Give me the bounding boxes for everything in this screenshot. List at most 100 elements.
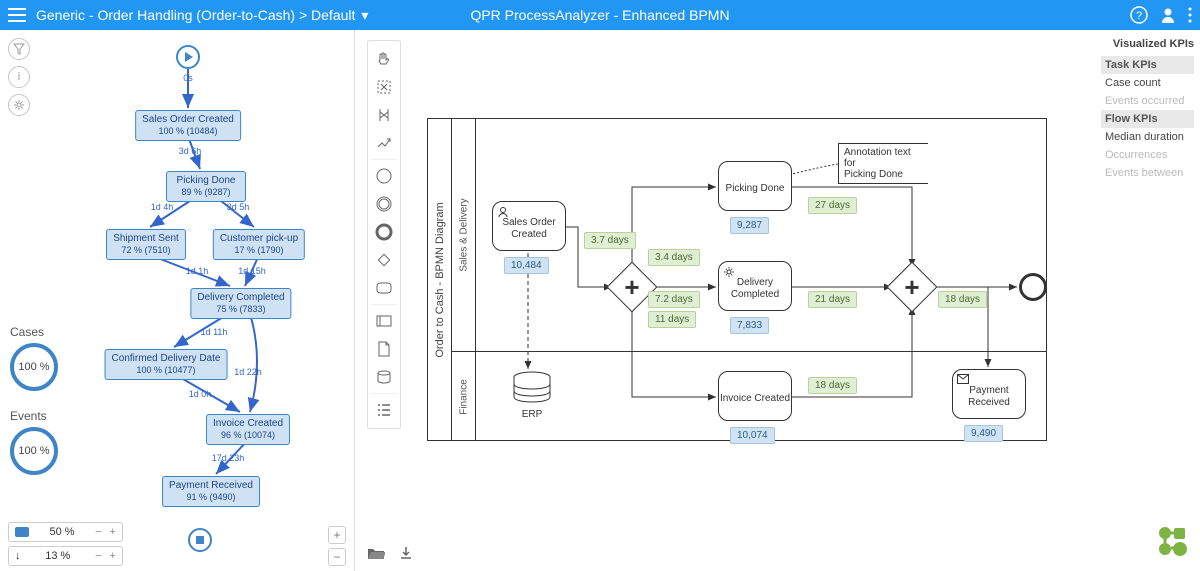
activity-del[interactable]: Delivery Completed75 % (7833) — [190, 288, 291, 319]
decrease-icon[interactable]: − — [95, 550, 101, 562]
flow-duration-badge: 7.2 days — [648, 291, 700, 308]
pool-icon[interactable] — [370, 307, 398, 335]
svg-text:?: ? — [1136, 10, 1142, 22]
task-label: Sales OrderCreated — [502, 217, 555, 241]
kpi-item[interactable]: Median duration — [1101, 128, 1194, 146]
flow-duration-badge: 3.7 days — [584, 232, 636, 249]
decrease-icon[interactable]: − — [95, 526, 101, 538]
activity-stat: 72 % (7510) — [113, 245, 179, 256]
activity-inv[interactable]: Invoice Created96 % (10074) — [206, 414, 290, 445]
kpi-section-header: Task KPIs — [1101, 56, 1194, 74]
user-icon[interactable] — [1160, 7, 1176, 23]
increase-icon[interactable]: + — [110, 526, 116, 538]
task-label: Invoice Created — [720, 393, 790, 405]
breadcrumb[interactable]: Generic - Order Handling (Order-to-Cash)… — [36, 7, 355, 23]
cases-gauge[interactable]: 100 % — [10, 343, 58, 391]
activity-label: Sales Order Created — [142, 114, 234, 126]
mail-icon — [957, 374, 969, 388]
activity-stat: 75 % (7833) — [197, 304, 284, 315]
activity-stat: 91 % (9490) — [169, 492, 253, 503]
hand-icon[interactable] — [370, 45, 398, 73]
menu-icon[interactable] — [8, 8, 26, 22]
bpmn-pane: Order to Cash - BPMN Diagram Sales & Del… — [355, 30, 1095, 571]
end-event[interactable] — [1019, 273, 1047, 301]
activity-cdd[interactable]: Confirmed Delivery Date100 % (10477) — [105, 349, 228, 380]
task-inv[interactable]: Invoice Created — [718, 371, 792, 421]
activity-stat: 100 % (10484) — [142, 126, 234, 137]
database-icon[interactable] — [370, 363, 398, 391]
lane-title: Sales & Delivery — [459, 198, 470, 271]
activity-stat: 96 % (10074) — [213, 430, 283, 441]
kpi-panel-title: Visualized KPIs — [1101, 38, 1194, 50]
task-label: PaymentReceived — [968, 385, 1010, 409]
arrow-down-icon: ↓ — [15, 550, 21, 562]
event-bold-icon[interactable] — [370, 218, 398, 246]
kpi-item[interactable]: Events occurred — [1101, 92, 1194, 110]
zoom-out-button[interactable]: − — [328, 548, 346, 566]
events-gauge[interactable]: 100 % — [10, 427, 58, 475]
duration-label: 0s — [183, 73, 193, 83]
activity-soc[interactable]: Sales Order Created100 % (10484) — [135, 110, 241, 141]
activity-pay[interactable]: Payment Received91 % (9490) — [162, 476, 260, 507]
end-event[interactable] — [188, 528, 212, 552]
start-event[interactable] — [176, 45, 200, 69]
slider-value: 50 % — [50, 526, 75, 538]
align-icon[interactable] — [370, 101, 398, 129]
duration-label: 3d 5h — [227, 202, 250, 212]
task-del[interactable]: DeliveryCompleted — [718, 261, 792, 311]
task-pay[interactable]: PaymentReceived — [952, 369, 1026, 419]
duration-label: 1d 1h — [186, 266, 209, 276]
task-pkd[interactable]: Picking Done — [718, 161, 792, 211]
duration-label: 1d 11h — [201, 327, 228, 337]
zoom-in-button[interactable]: + — [328, 526, 346, 544]
cases-label: Cases — [10, 325, 58, 339]
task-soc[interactable]: Sales OrderCreated — [492, 201, 566, 251]
trend-icon[interactable] — [370, 129, 398, 157]
user-icon — [497, 206, 509, 222]
task-count-badge: 7,833 — [730, 317, 769, 334]
dropdown-caret-icon[interactable]: ▾ — [361, 7, 368, 24]
more-icon[interactable] — [1188, 7, 1192, 23]
flow-duration-badge: 21 days — [808, 291, 857, 308]
kpi-item[interactable]: Case count — [1101, 74, 1194, 92]
bpmn-diagram[interactable]: Order to Cash - BPMN Diagram Sales & Del… — [427, 118, 1027, 456]
activity-pkd[interactable]: Picking Done89 % (9287) — [166, 171, 246, 202]
app-title: QPR ProcessAnalyzer - Enhanced BPMN — [470, 7, 729, 23]
task-count-badge: 9,490 — [964, 425, 1003, 442]
kpi-panel: Visualized KPIs Task KPIsCase countEvent… — [1095, 30, 1200, 571]
increase-icon[interactable]: + — [110, 550, 116, 562]
slider-value: 13 % — [45, 550, 70, 562]
lasso-icon[interactable] — [370, 73, 398, 101]
kpi-item[interactable]: Occurrences — [1101, 146, 1194, 164]
list-icon[interactable] — [370, 396, 398, 424]
annotation[interactable]: Annotation text forPicking Done — [838, 143, 928, 184]
duration-label: 1d 0h — [189, 389, 212, 399]
kpi-item[interactable]: Events between — [1101, 164, 1194, 182]
open-folder-icon[interactable] — [367, 546, 385, 563]
slider-edges[interactable]: ↓ 13 % −+ — [8, 546, 123, 566]
annotation-text: Annotation text forPicking Done — [844, 147, 911, 180]
help-icon[interactable]: ? — [1130, 6, 1148, 24]
activity-label: Confirmed Delivery Date — [112, 353, 221, 365]
activity-shp[interactable]: Shipment Sent72 % (7510) — [106, 229, 186, 260]
activity-stat: 89 % (9287) — [173, 187, 239, 198]
duration-label: 1d 15h — [238, 266, 266, 276]
task-icon[interactable] — [370, 274, 398, 302]
download-icon[interactable] — [399, 546, 413, 563]
qpr-logo-icon — [1156, 524, 1190, 561]
datastore-erp[interactable]: ERP — [512, 371, 552, 420]
gateway-join[interactable]: + — [887, 262, 938, 313]
event-mid-icon[interactable] — [370, 190, 398, 218]
kpi-section-header: Flow KPIs — [1101, 110, 1194, 128]
duration-label: 3d 6h — [179, 146, 202, 156]
activity-label: Invoice Created — [213, 418, 283, 430]
event-thin-icon[interactable] — [370, 162, 398, 190]
task-count-badge: 10,484 — [504, 257, 549, 274]
events-label: Events — [10, 409, 58, 423]
slider-nodes[interactable]: 50 % −+ — [8, 522, 123, 542]
activity-cup[interactable]: Customer pick-up17 % (1790) — [213, 229, 305, 260]
flow-duration-badge: 18 days — [938, 291, 987, 308]
gateway-icon[interactable] — [370, 246, 398, 274]
doc-icon[interactable] — [370, 335, 398, 363]
activity-label: Customer pick-up — [220, 233, 298, 245]
